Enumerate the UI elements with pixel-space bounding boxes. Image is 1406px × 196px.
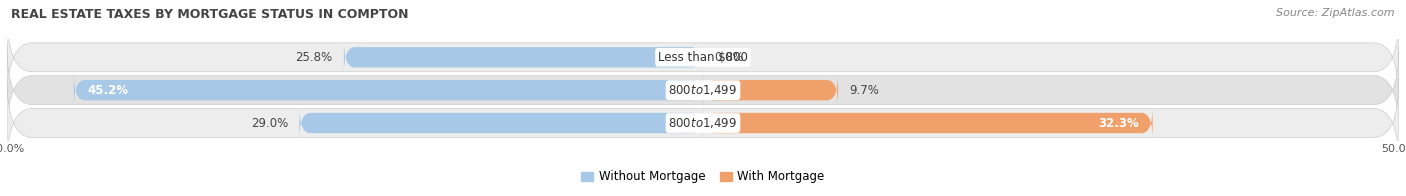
FancyBboxPatch shape [7,78,1399,168]
Text: 45.2%: 45.2% [87,84,129,97]
FancyBboxPatch shape [344,41,703,73]
Legend: Without Mortgage, With Mortgage: Without Mortgage, With Mortgage [576,166,830,188]
Text: 32.3%: 32.3% [1098,117,1139,130]
Text: Less than $800: Less than $800 [658,51,748,64]
Text: REAL ESTATE TAXES BY MORTGAGE STATUS IN COMPTON: REAL ESTATE TAXES BY MORTGAGE STATUS IN … [11,8,409,21]
Text: Source: ZipAtlas.com: Source: ZipAtlas.com [1277,8,1395,18]
Text: 0.0%: 0.0% [714,51,744,64]
Text: 25.8%: 25.8% [295,51,333,64]
FancyBboxPatch shape [75,74,703,106]
FancyBboxPatch shape [703,74,838,106]
Text: $800 to $1,499: $800 to $1,499 [668,83,738,97]
FancyBboxPatch shape [703,107,1153,139]
Text: 9.7%: 9.7% [849,84,879,97]
Text: 29.0%: 29.0% [250,117,288,130]
FancyBboxPatch shape [7,45,1399,135]
FancyBboxPatch shape [299,107,703,139]
Text: $800 to $1,499: $800 to $1,499 [668,116,738,130]
FancyBboxPatch shape [7,13,1399,102]
